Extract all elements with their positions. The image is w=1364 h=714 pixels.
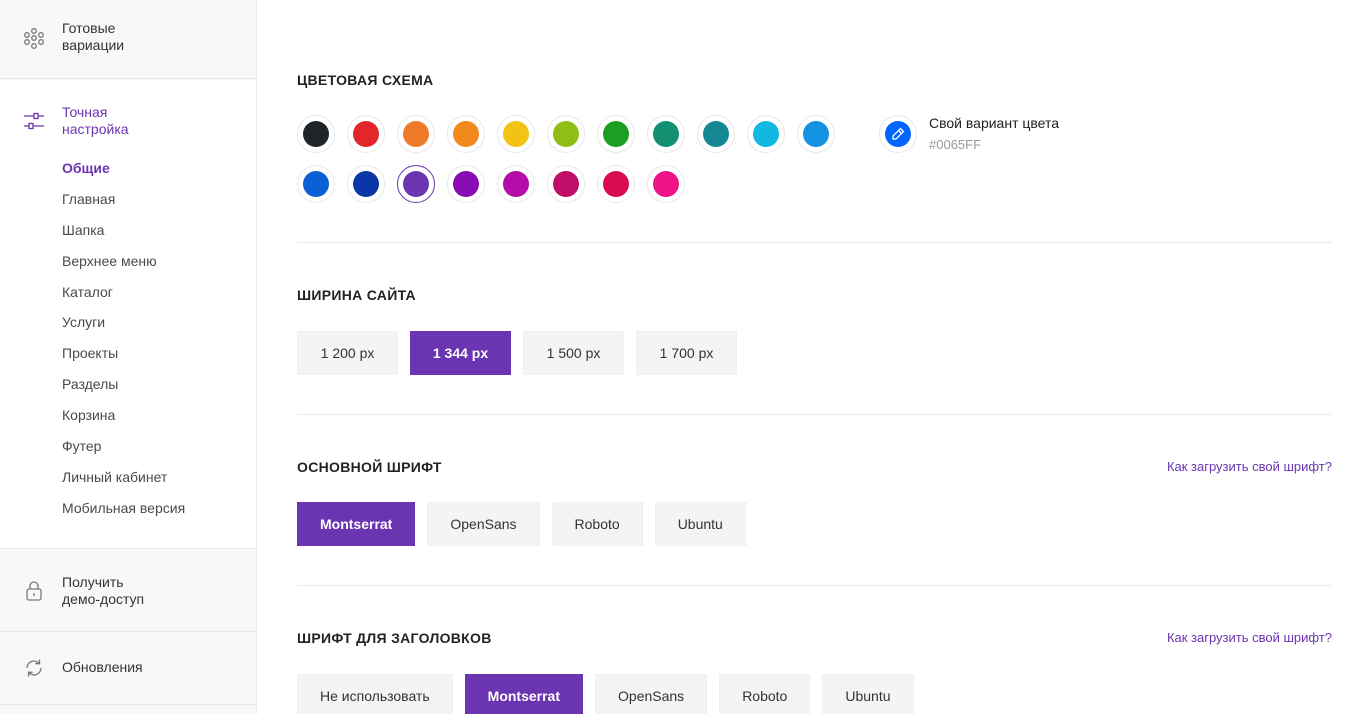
color-swatch-dot — [503, 171, 529, 197]
color-swatch-dot — [353, 121, 379, 147]
divider — [297, 585, 1332, 586]
sidebar-item-updates[interactable]: Обновления — [0, 633, 256, 705]
submenu-item[interactable]: Мобильная версия — [62, 499, 186, 516]
color-swatch[interactable] — [347, 115, 385, 153]
sidebar-item-label: Обновления — [62, 659, 143, 675]
main-font-title: Основной шрифт — [297, 459, 442, 475]
color-swatch-dot — [553, 121, 579, 147]
color-swatch[interactable] — [547, 165, 585, 203]
color-swatch-dot — [303, 121, 329, 147]
heading-font-options: Не использовать Montserrat OpenSans Roboto U… — [297, 674, 914, 714]
color-swatch-dot — [803, 121, 829, 147]
main-font-options: Montserrat OpenSans Roboto Ubuntu — [297, 502, 746, 546]
settings-main: Цветовая схема Свой вариант цвета #0065F… — [297, 0, 1332, 714]
color-swatch-dot — [753, 121, 779, 147]
color-swatch-dot — [653, 121, 679, 147]
color-swatch-dot — [353, 171, 379, 197]
site-width-option[interactable]: 1 700 px — [636, 331, 737, 375]
submenu-item[interactable]: Каталог — [62, 283, 113, 300]
submenu-item[interactable]: Главная — [62, 190, 116, 207]
color-swatch-dot — [453, 121, 479, 147]
heading-font-option[interactable]: Ubuntu — [822, 674, 914, 714]
submenu-item[interactable]: Услуги — [62, 314, 106, 331]
color-swatch[interactable] — [297, 115, 335, 153]
heading-font-option[interactable]: OpenSans — [595, 674, 708, 714]
variations-icon — [24, 28, 44, 49]
custom-color-hex: #0065FF — [929, 137, 982, 152]
site-width-option[interactable]: 1 200 px — [297, 331, 398, 375]
sidebar-item-label: Получить демо-доступ — [62, 574, 145, 607]
main-font-option[interactable]: Roboto — [551, 502, 643, 546]
divider — [297, 414, 1332, 415]
divider — [297, 242, 1332, 243]
color-swatch[interactable] — [497, 165, 535, 203]
color-swatch-dot — [553, 171, 579, 197]
site-width-title: Ширина сайта — [297, 287, 416, 303]
color-swatch-dot — [703, 121, 729, 147]
sidebar-item-label: Точная настройка — [62, 104, 129, 137]
color-swatch[interactable] — [747, 115, 785, 153]
fine-tuning-submenu: Общие Главная Шапка Верхнее меню Каталог Услу… — [62, 160, 185, 531]
settings-sidebar: Готовые вариации Точная настройка Общие Г… — [0, 0, 257, 714]
color-swatch[interactable] — [397, 165, 435, 203]
site-width-option[interactable]: 1 500 px — [523, 331, 624, 375]
submenu-item[interactable]: Личный кабинет — [62, 468, 168, 485]
heading-font-title: Шрифт для заголовков — [297, 630, 492, 646]
sidebar-item-variations[interactable]: Готовые вариации — [0, 0, 256, 79]
sliders-icon — [24, 112, 44, 130]
submenu-item[interactable]: Шапка — [62, 221, 105, 238]
main-font-option[interactable]: OpenSans — [427, 502, 540, 546]
color-swatch[interactable] — [447, 115, 485, 153]
sidebar-item-label: Готовые вариации — [62, 20, 125, 53]
color-swatch[interactable] — [397, 115, 435, 153]
heading-font-option[interactable]: Не использовать — [297, 674, 453, 714]
submenu-item[interactable]: Футер — [62, 438, 102, 455]
color-swatch[interactable] — [447, 165, 485, 203]
sidebar-item-demo[interactable]: Получить демо-доступ — [0, 550, 256, 632]
color-swatch[interactable] — [697, 115, 735, 153]
heading-font-option[interactable]: Roboto — [719, 674, 811, 714]
lock-icon — [26, 581, 42, 601]
custom-color-label: Свой вариант цвета — [929, 115, 1060, 131]
custom-color-dot — [885, 121, 911, 147]
color-swatch-dot — [403, 121, 429, 147]
color-swatch-dot — [453, 171, 479, 197]
eyedropper-icon — [892, 127, 905, 140]
color-swatch-dot — [603, 121, 629, 147]
color-swatch[interactable] — [597, 115, 635, 153]
color-swatch[interactable] — [497, 115, 535, 153]
submenu-item[interactable]: Общие — [62, 160, 110, 176]
submenu-item[interactable]: Верхнее меню — [62, 252, 157, 269]
color-swatch-dot — [303, 171, 329, 197]
refresh-icon — [26, 659, 42, 677]
heading-font-option[interactable]: Montserrat — [464, 674, 584, 714]
color-swatch[interactable] — [597, 165, 635, 203]
color-swatch[interactable] — [297, 165, 335, 203]
color-swatch-dot — [403, 171, 429, 197]
color-swatch[interactable] — [647, 115, 685, 153]
color-swatch-dot — [503, 121, 529, 147]
custom-color-button[interactable] — [879, 115, 917, 153]
color-swatch[interactable] — [647, 165, 685, 203]
color-swatch-dot — [603, 171, 629, 197]
submenu-item[interactable]: Корзина — [62, 407, 116, 424]
color-swatch[interactable] — [797, 115, 835, 153]
submenu-item[interactable]: Проекты — [62, 345, 119, 362]
color-swatch-dot — [653, 171, 679, 197]
site-width-options: 1 200 px 1 344 px 1 500 px 1 700 px — [297, 331, 737, 375]
color-swatch[interactable] — [547, 115, 585, 153]
main-font-option[interactable]: Montserrat — [297, 502, 416, 546]
color-scheme-title: Цветовая схема — [297, 72, 434, 88]
heading-font-help-link[interactable]: Как загрузить свой шрифт? — [1166, 630, 1332, 645]
site-width-option[interactable]: 1 344 px — [410, 331, 511, 375]
sidebar-item-fine-tuning[interactable]: Точная настройка Общие Главная Шапка Верхне… — [0, 80, 256, 549]
main-font-help-link[interactable]: Как загрузить свой шрифт? — [1166, 459, 1332, 474]
submenu-item[interactable]: Разделы — [62, 376, 119, 393]
main-font-option[interactable]: Ubuntu — [654, 502, 746, 546]
color-swatch[interactable] — [347, 165, 385, 203]
